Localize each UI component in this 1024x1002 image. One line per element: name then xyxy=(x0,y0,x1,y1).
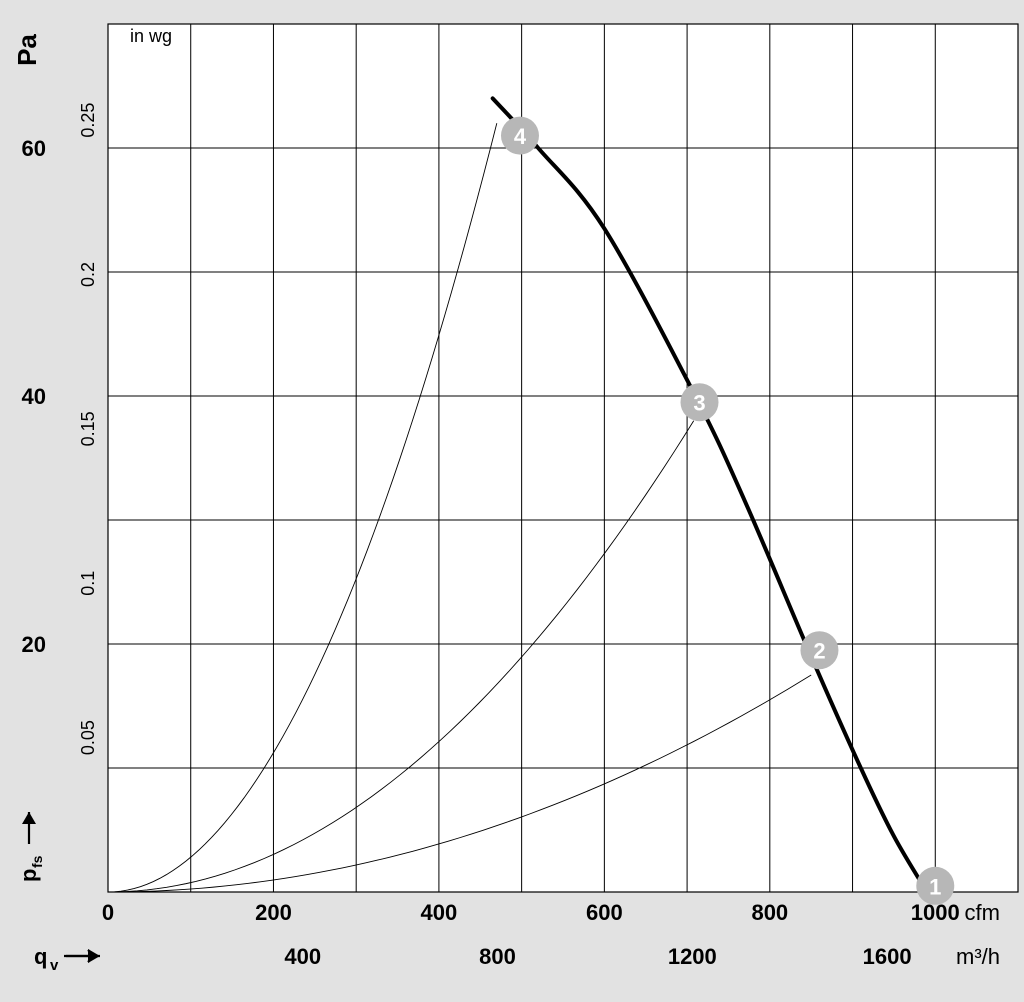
svg-text:400: 400 xyxy=(421,900,458,925)
svg-text:0.1: 0.1 xyxy=(78,571,98,596)
svg-text:4: 4 xyxy=(514,124,527,149)
svg-text:0.15: 0.15 xyxy=(78,411,98,446)
svg-text:fs: fs xyxy=(29,855,45,868)
fan-curve-chart: 02004006008001000cfm40080012001600m³/hqv… xyxy=(0,0,1024,1002)
svg-text:20: 20 xyxy=(22,632,46,657)
svg-text:m³/h: m³/h xyxy=(956,944,1000,969)
svg-text:cfm: cfm xyxy=(965,900,1000,925)
svg-text:1: 1 xyxy=(929,874,941,899)
svg-text:q: q xyxy=(34,944,47,969)
svg-text:1200: 1200 xyxy=(668,944,717,969)
chart-svg: 02004006008001000cfm40080012001600m³/hqv… xyxy=(0,0,1024,1002)
svg-text:0.2: 0.2 xyxy=(78,262,98,287)
svg-text:40: 40 xyxy=(22,384,46,409)
svg-text:0.05: 0.05 xyxy=(78,720,98,755)
svg-text:60: 60 xyxy=(22,136,46,161)
svg-text:Pa: Pa xyxy=(12,34,42,66)
svg-text:400: 400 xyxy=(284,944,321,969)
svg-text:800: 800 xyxy=(751,900,788,925)
svg-text:3: 3 xyxy=(693,391,705,416)
svg-text:0: 0 xyxy=(102,900,114,925)
svg-text:600: 600 xyxy=(586,900,623,925)
svg-text:p: p xyxy=(16,869,41,882)
svg-text:0.25: 0.25 xyxy=(78,103,98,138)
svg-text:2: 2 xyxy=(813,639,825,664)
svg-text:in wg: in wg xyxy=(130,26,172,46)
svg-text:800: 800 xyxy=(479,944,516,969)
svg-text:1600: 1600 xyxy=(863,944,912,969)
svg-text:200: 200 xyxy=(255,900,292,925)
svg-text:v: v xyxy=(50,957,59,974)
